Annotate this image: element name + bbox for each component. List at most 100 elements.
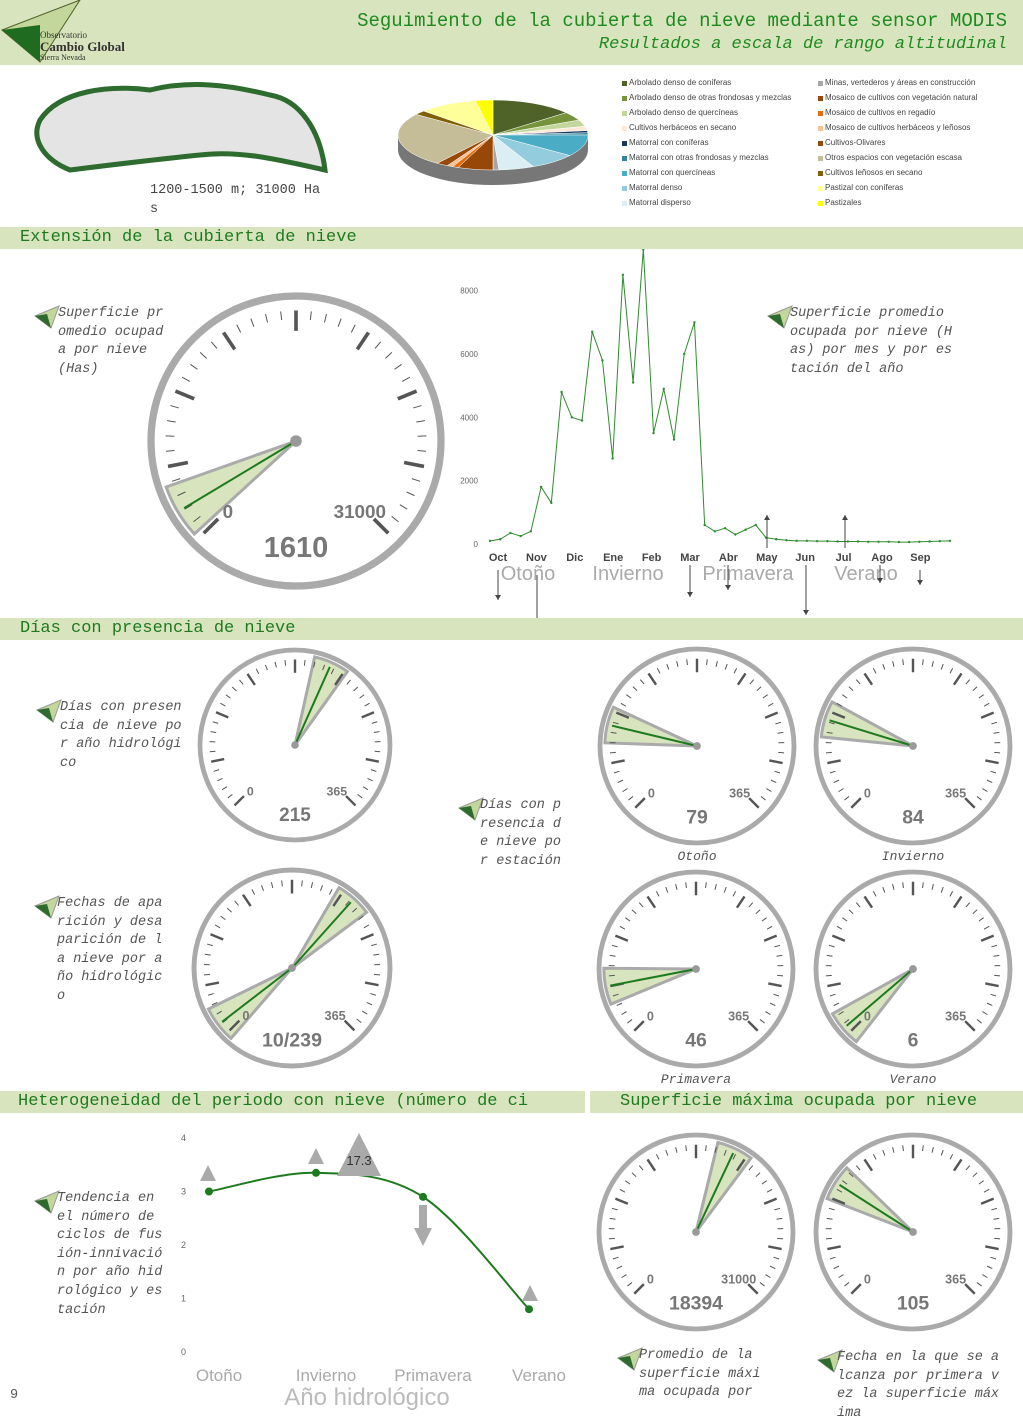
gauge-hub bbox=[909, 742, 917, 750]
gauge-hub bbox=[909, 1228, 917, 1236]
gauge-min: 0 bbox=[647, 1009, 654, 1023]
gauge-max: 365 bbox=[729, 786, 750, 800]
legend-label: Matorral denso bbox=[629, 183, 682, 192]
subtitle: Resultados a escala de rango altitudinal bbox=[599, 35, 1007, 54]
line bbox=[209, 1173, 529, 1309]
point bbox=[205, 1188, 213, 1196]
point bbox=[312, 1169, 320, 1177]
gauge-max: 365 bbox=[945, 1272, 966, 1286]
legend-label: Cultivos leñosos en secano bbox=[825, 168, 922, 177]
legend-label: Otros espacios con vegetación escasa bbox=[825, 153, 962, 162]
legend-swatch bbox=[622, 111, 627, 116]
legend-swatch bbox=[622, 81, 627, 86]
dial-tick bbox=[166, 451, 175, 452]
legend-label: Mosaico de cultivos en regadío bbox=[825, 108, 935, 117]
legend-swatch bbox=[622, 126, 627, 131]
note: Tendencia en el número de ciclos de fusi… bbox=[57, 1190, 165, 1320]
point bbox=[847, 540, 849, 542]
legend-label: Arbolado denso de coníferas bbox=[629, 78, 731, 87]
legend-swatch bbox=[818, 81, 823, 86]
gauge-value: 6 bbox=[908, 1030, 919, 1052]
point bbox=[857, 540, 859, 542]
gauge-min: 0 bbox=[247, 784, 254, 798]
legend-swatch bbox=[818, 141, 823, 146]
section-bar: Superficie máxima ocupada por nieve bbox=[590, 1091, 1023, 1113]
gauge-value: 105 bbox=[897, 1293, 930, 1315]
y-tick-label: 0 bbox=[474, 540, 479, 549]
point bbox=[806, 540, 808, 542]
gauge-value: 215 bbox=[279, 805, 311, 826]
x-tick-label: Invierno bbox=[296, 1366, 356, 1385]
gauge-max: 365 bbox=[728, 1009, 749, 1023]
gauge-max: 365 bbox=[945, 786, 966, 800]
arrow bbox=[725, 585, 731, 590]
y-tick-label: 2 bbox=[181, 1240, 186, 1250]
gauge-min: 0 bbox=[223, 501, 233, 522]
x-tick-label: Primavera bbox=[394, 1366, 472, 1385]
legend-label: Arbolado denso de quercíneas bbox=[629, 108, 738, 117]
x-tick-label: Sep bbox=[910, 552, 930, 564]
point bbox=[887, 541, 889, 543]
season-label: Invierno bbox=[592, 563, 663, 585]
legend-label: Minas, vertederos y áreas en construcció… bbox=[825, 78, 975, 87]
y-tick-label: 2000 bbox=[460, 477, 478, 486]
note: Superficie promedio ocupada por nieve (H… bbox=[790, 305, 955, 379]
point bbox=[652, 432, 654, 434]
dial-tick bbox=[686, 1145, 687, 1151]
arrow bbox=[687, 592, 693, 597]
point bbox=[673, 438, 675, 440]
point bbox=[867, 541, 869, 543]
gauge-max: 365 bbox=[945, 1009, 966, 1023]
gauge-hub bbox=[692, 1228, 700, 1236]
note: Superficie promedio ocupada por nieve (H… bbox=[58, 305, 168, 379]
point bbox=[601, 359, 603, 361]
logo-text: Sierra Nevada bbox=[40, 53, 86, 62]
gauge-max: 31000 bbox=[721, 1272, 756, 1286]
legend-swatch bbox=[818, 111, 823, 116]
legend-swatch bbox=[818, 201, 823, 206]
gauge-value: 84 bbox=[902, 807, 924, 829]
point bbox=[775, 538, 777, 540]
point bbox=[785, 539, 787, 541]
point bbox=[581, 419, 583, 421]
arrow bbox=[917, 580, 923, 585]
gauge-value: 79 bbox=[686, 807, 708, 829]
point bbox=[826, 540, 828, 542]
dial-tick bbox=[903, 1145, 904, 1151]
legend-label: Pastizales bbox=[825, 198, 861, 207]
x-axis-label: Año hidrológico bbox=[284, 1384, 449, 1411]
point bbox=[908, 541, 910, 543]
point bbox=[419, 1193, 427, 1201]
point bbox=[663, 388, 665, 390]
dial-tick bbox=[923, 882, 924, 888]
point bbox=[530, 530, 532, 532]
arrow bbox=[764, 515, 770, 520]
point bbox=[683, 353, 685, 355]
legend-label: Cultivos-Olivares bbox=[825, 138, 885, 147]
gauge-hub bbox=[288, 964, 296, 972]
gauge-caption: Invierno bbox=[882, 849, 945, 864]
legend-label: Matorral con quercíneas bbox=[629, 168, 715, 177]
arrow bbox=[842, 515, 848, 520]
point bbox=[898, 541, 900, 543]
y-tick-label: 4 bbox=[181, 1133, 186, 1143]
line bbox=[490, 250, 950, 543]
gauge-caption: Otoño bbox=[677, 849, 716, 864]
season-label: Primavera bbox=[702, 563, 794, 585]
legend-swatch bbox=[622, 156, 627, 161]
page-number: 9 bbox=[10, 1387, 18, 1406]
dial-tick bbox=[903, 882, 904, 888]
point bbox=[550, 502, 552, 504]
trend-marker bbox=[419, 1205, 427, 1229]
annotation: 17.3 bbox=[346, 1153, 371, 1168]
gauge-min: 0 bbox=[647, 1272, 654, 1286]
x-tick-label: Mar bbox=[680, 552, 700, 564]
legend-swatch bbox=[818, 186, 823, 191]
note: Días con presencia de nieve por estación bbox=[480, 797, 565, 871]
legend-label: Mosaico de cultivos herbáceos y leñosos bbox=[825, 123, 970, 132]
point bbox=[489, 540, 491, 542]
legend-label: Matorral con otras frondosas y mezclas bbox=[629, 153, 769, 162]
x-tick-label: Verano bbox=[512, 1366, 566, 1385]
dial-tick bbox=[302, 880, 303, 886]
arrow bbox=[803, 610, 809, 615]
